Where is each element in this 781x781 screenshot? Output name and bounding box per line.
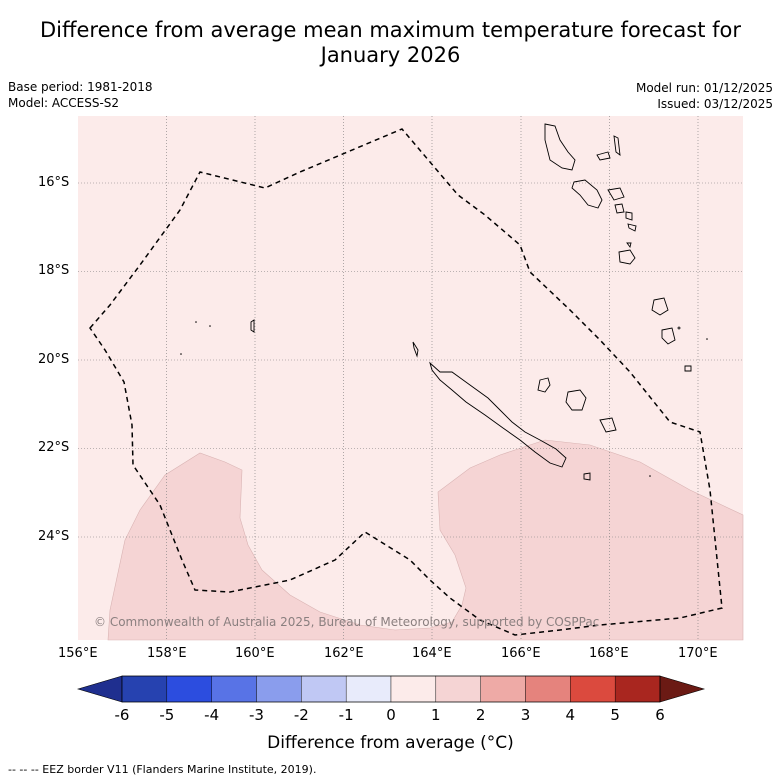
small-island-dot (706, 338, 708, 340)
vanuatu-island-outline (571, 179, 603, 209)
colorbar-cell (256, 675, 302, 703)
colorbar-tick-label: 1 (431, 706, 441, 724)
copyright-notice: © Commonwealth of Australia 2025, Bureau… (94, 615, 600, 629)
model-name: Model: ACCESS-S2 (8, 96, 120, 110)
colorbar-cell (570, 675, 616, 703)
small-island-outline (250, 319, 255, 333)
vanuatu-island-outline (627, 223, 637, 232)
small-island-dot (180, 353, 182, 355)
small-island-dot (195, 321, 197, 323)
colorbar-tick-label: -5 (159, 706, 175, 724)
lon-label: 168°E (589, 646, 629, 661)
vanuatu-island-outline (614, 203, 625, 214)
colorbar-tick-label: -3 (249, 706, 264, 724)
graticule (78, 116, 743, 640)
lon-label: 160°E (235, 646, 275, 661)
colorbar-cell (525, 675, 571, 703)
colorbar-tick-label: 2 (475, 706, 486, 724)
lon-label: 162°E (324, 646, 364, 661)
lat-label: 24°S (38, 529, 70, 544)
colorbar-tick-label: 6 (655, 706, 665, 724)
vanuatu-island-outline (613, 135, 621, 156)
vanuatu-island-outline (626, 242, 632, 249)
colorbar-tick-label: 0 (386, 706, 396, 724)
lon-label: 156°E (58, 646, 98, 661)
lon-label: 166°E (501, 646, 541, 661)
colorbar-cell (211, 675, 257, 703)
colorbar-tick-label: 3 (520, 706, 531, 724)
loyalty-island-outline (565, 389, 587, 411)
eez-border (89, 128, 723, 636)
meta-left: Base period: 1981-2018 Model: ACCESS-S2 (8, 79, 153, 111)
colorbar-tick-label: 5 (610, 706, 620, 724)
colorbar-tick-label: -1 (338, 706, 354, 724)
colorbar-extend-high (659, 675, 706, 703)
vanuatu-island-outline (661, 327, 676, 345)
colorbar-cell (121, 675, 168, 703)
issued-date: Issued: 03/12/2025 (657, 97, 773, 111)
vanuatu-island-outline (625, 211, 633, 221)
loyalty-island-outline (537, 377, 551, 393)
legend-eez: -- -- -- EEZ border V11 (Flanders Marine… (8, 763, 317, 776)
warm-anomaly-region (107, 439, 744, 641)
colorbar-cell (480, 675, 526, 703)
colorbar-tick-label: -2 (293, 706, 309, 724)
meta-right: Model run: 01/12/2025 Issued: 03/12/2025 (636, 80, 773, 112)
colorbar-tick-label: -6 (114, 706, 130, 724)
lat-label: 18°S (38, 263, 70, 278)
small-island-dot (649, 475, 651, 477)
vanuatu-island-outline (607, 187, 625, 201)
colorbar-cell (614, 675, 661, 703)
loyalty-island-outline (599, 417, 617, 433)
lon-label: 158°E (147, 646, 187, 661)
colorbar-tick-label: -4 (204, 706, 220, 724)
colorbar-frame (121, 675, 661, 703)
colorbar-cell (345, 675, 392, 703)
small-island-dot (677, 326, 681, 330)
base-period: Base period: 1981-2018 (8, 80, 153, 94)
isle-of-pines-outline (583, 472, 591, 481)
vanuatu-island-outline (544, 123, 576, 171)
vanuatu-island-outline (618, 249, 636, 265)
lat-label: 16°S (38, 175, 70, 190)
vanuatu-island-outline (596, 151, 611, 161)
model-run: Model run: 01/12/2025 (635, 81, 773, 95)
colorbar-tick-label: 4 (565, 706, 576, 724)
vanuatu-island-outline (684, 365, 692, 372)
colorbar-cell (166, 675, 212, 703)
chart-title: Difference from average mean maximum tem… (40, 18, 741, 67)
lon-label: 164°E (412, 646, 452, 661)
colorbar-cell (435, 675, 481, 703)
small-island-dot (209, 325, 211, 327)
lat-label: 22°S (38, 440, 70, 455)
lat-label: 20°S (38, 352, 70, 367)
colorbar-cells (121, 675, 661, 703)
colorbar-label: Difference from average (°C) (267, 733, 514, 753)
colorbar-cell (301, 675, 347, 703)
new-caledonia-outline (412, 341, 567, 468)
colorbar (76, 675, 706, 703)
lon-label: 170°E (678, 646, 718, 661)
colorbar-extend-low (76, 675, 123, 703)
vanuatu-island-outline (651, 297, 669, 316)
colorbar-cell (390, 675, 437, 703)
